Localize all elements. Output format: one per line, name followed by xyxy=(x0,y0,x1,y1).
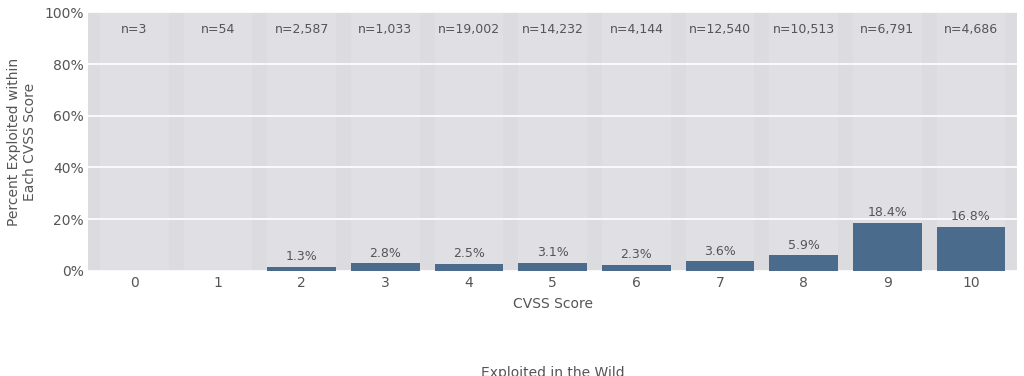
Bar xyxy=(937,227,1006,271)
Text: 2.8%: 2.8% xyxy=(370,247,401,259)
Text: 2.3%: 2.3% xyxy=(621,248,652,261)
Text: n=19,002: n=19,002 xyxy=(438,23,500,36)
Text: n=3: n=3 xyxy=(121,23,147,36)
Text: 2.5%: 2.5% xyxy=(454,247,485,261)
Text: 16.8%: 16.8% xyxy=(951,211,991,223)
Text: n=12,540: n=12,540 xyxy=(689,23,752,36)
Text: n=10,513: n=10,513 xyxy=(773,23,835,36)
Bar xyxy=(351,12,420,271)
Bar xyxy=(602,12,671,271)
Bar xyxy=(267,267,336,271)
Text: 1.3%: 1.3% xyxy=(286,250,317,264)
Text: 18.4%: 18.4% xyxy=(867,206,907,219)
Text: n=1,033: n=1,033 xyxy=(358,23,413,36)
Text: n=6,791: n=6,791 xyxy=(860,23,914,36)
X-axis label: CVSS Score: CVSS Score xyxy=(513,297,593,311)
Bar xyxy=(184,12,253,271)
Y-axis label: Percent Exploited within
Each CVSS Score: Percent Exploited within Each CVSS Score xyxy=(7,58,37,226)
Text: n=14,232: n=14,232 xyxy=(522,23,584,36)
Text: n=2,587: n=2,587 xyxy=(274,23,329,36)
Text: 3.1%: 3.1% xyxy=(537,246,568,259)
Bar xyxy=(686,261,755,271)
Text: 3.6%: 3.6% xyxy=(705,244,736,258)
Text: 5.9%: 5.9% xyxy=(787,239,819,252)
Bar xyxy=(769,12,838,271)
Bar xyxy=(937,12,1006,271)
Bar xyxy=(435,264,504,271)
Bar xyxy=(602,265,671,271)
Bar xyxy=(100,12,169,271)
Bar xyxy=(351,264,420,271)
Bar xyxy=(518,263,587,271)
Text: n=54: n=54 xyxy=(201,23,236,36)
Bar xyxy=(686,12,755,271)
Legend: no, yes: no, yes xyxy=(475,360,630,376)
Bar xyxy=(853,223,922,271)
Bar xyxy=(518,12,587,271)
Text: n=4,686: n=4,686 xyxy=(944,23,998,36)
Bar xyxy=(435,12,504,271)
Bar xyxy=(853,12,922,271)
Bar xyxy=(267,12,336,271)
Bar xyxy=(769,255,838,271)
Text: n=4,144: n=4,144 xyxy=(609,23,664,36)
